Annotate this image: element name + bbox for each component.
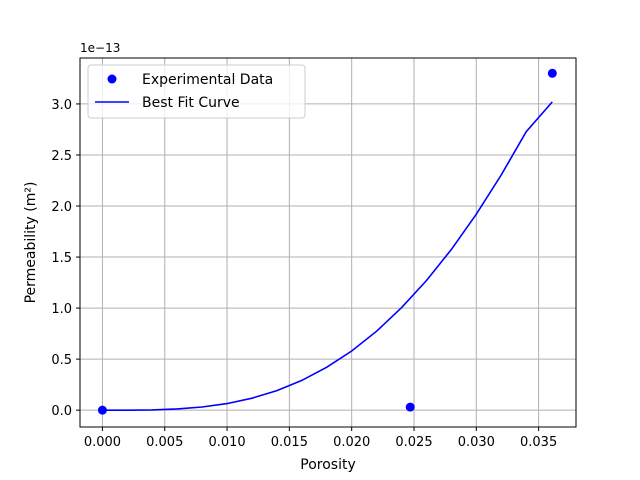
x-tick-label: 0.005 <box>146 435 183 450</box>
best-fit-curve <box>102 101 553 412</box>
x-tick-label: 0.020 <box>333 435 370 450</box>
y-axis-label: Permeability (m²) <box>23 182 39 304</box>
x-tick-label: 0.030 <box>458 435 495 450</box>
legend: Experimental Data Best Fit Curve <box>87 64 306 119</box>
x-tick-label: 0.015 <box>271 435 308 450</box>
legend-entry-best-fit: Best Fit Curve <box>142 95 240 111</box>
series-layer <box>97 68 557 415</box>
x-tick-label: 0.025 <box>395 435 432 450</box>
data-point <box>547 68 557 78</box>
legend-box <box>87 64 306 119</box>
legend-marker-experimental <box>107 74 117 84</box>
legend-entry-experimental: Experimental Data <box>142 72 273 88</box>
y-tick-label: 0.5 <box>51 353 72 368</box>
data-point <box>405 402 415 412</box>
y-tick-label: 2.0 <box>51 200 72 215</box>
x-tick-label: 0.035 <box>520 435 557 450</box>
x-axis-label: Porosity <box>300 457 355 473</box>
ticks: 0.000 0.005 0.010 0.015 0.020 0.025 0.030 0.035… <box>51 98 557 450</box>
y-tick-label: 1.0 <box>51 302 72 317</box>
plot-frame <box>79 57 577 428</box>
grid <box>80 58 576 427</box>
y-tick-label: 1.5 <box>51 251 72 266</box>
x-tick-label: 0.000 <box>84 435 121 450</box>
x-tick-label: 0.010 <box>208 435 245 450</box>
y-tick-label: 0.0 <box>51 404 72 419</box>
y-tick-label: 2.5 <box>51 149 72 164</box>
y-offset-label: 1e−13 <box>80 41 120 55</box>
y-tick-label: 3.0 <box>51 98 72 113</box>
